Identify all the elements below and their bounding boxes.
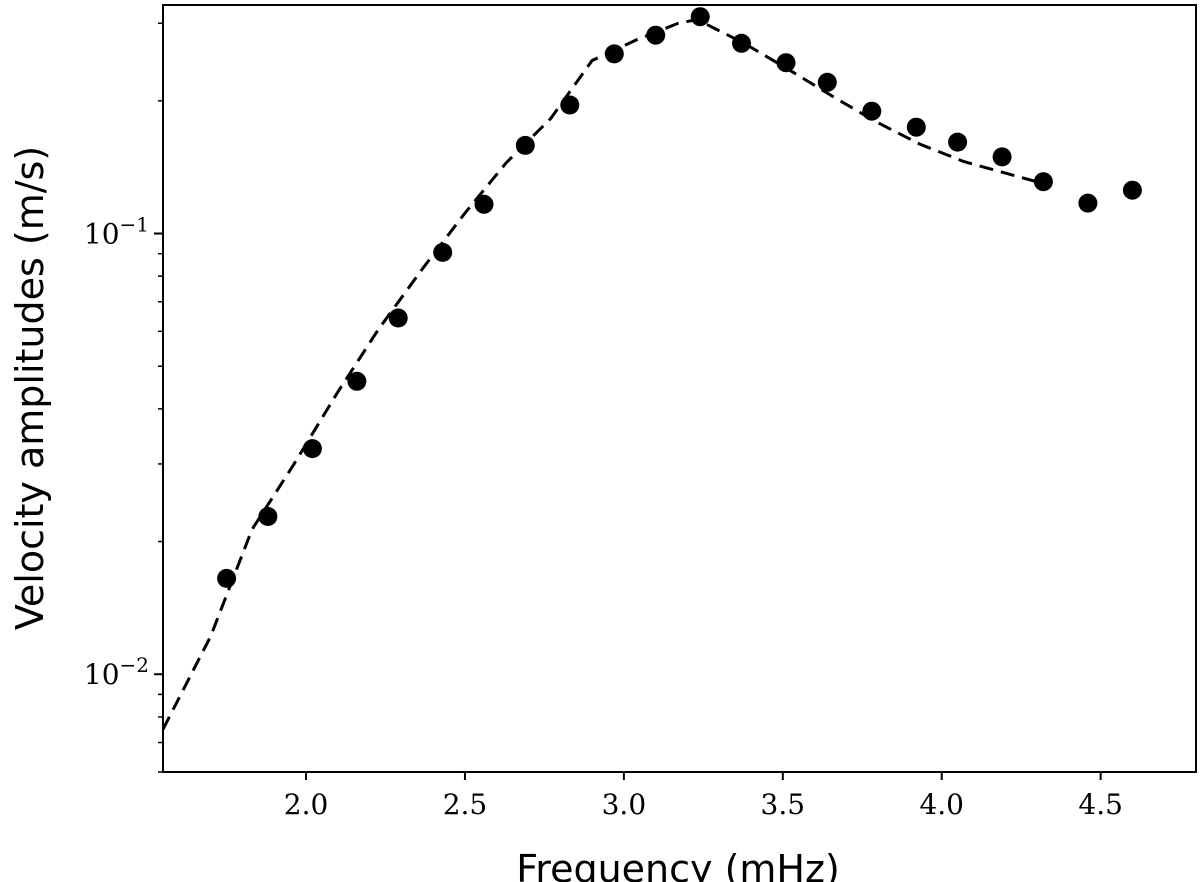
data-point — [992, 147, 1012, 167]
data-point — [948, 132, 968, 152]
series-layer — [163, 7, 1142, 730]
data-point — [604, 44, 624, 64]
data-point — [347, 371, 367, 391]
y-tick-label: 10−2 — [84, 653, 149, 691]
model-dashed-line — [163, 17, 1038, 730]
x-tick-label: 4.0 — [919, 788, 964, 821]
x-tick-label: 2.0 — [284, 788, 329, 821]
y-axis-label: Velocity amplitudes (m/s) — [8, 146, 52, 630]
plot-frame — [162, 4, 1197, 773]
data-point — [776, 53, 796, 73]
data-point — [474, 194, 494, 214]
data-point — [1078, 193, 1098, 213]
data-point — [906, 117, 926, 137]
data-point — [690, 7, 710, 27]
data-point — [1122, 180, 1142, 200]
data-point — [258, 507, 278, 526]
x-axis-label: Frequency (mHz) — [516, 847, 840, 882]
x-tick-label: 4.5 — [1078, 788, 1123, 821]
data-point — [388, 308, 408, 328]
data-point — [1033, 172, 1053, 192]
data-point — [817, 72, 837, 92]
x-tick-label: 2.5 — [443, 788, 488, 821]
x-tick-label: 3.0 — [602, 788, 647, 821]
y-axis-ticks: 10−2 10−1 — [84, 22, 163, 773]
y-tick-label: 10−1 — [84, 213, 149, 251]
data-point — [732, 33, 751, 53]
data-point — [646, 25, 666, 45]
data-point — [560, 95, 580, 115]
x-tick-label: 3.5 — [761, 788, 806, 821]
x-axis-ticks: 2.0 2.5 3.0 3.5 4.0 4.5 — [284, 772, 1123, 821]
